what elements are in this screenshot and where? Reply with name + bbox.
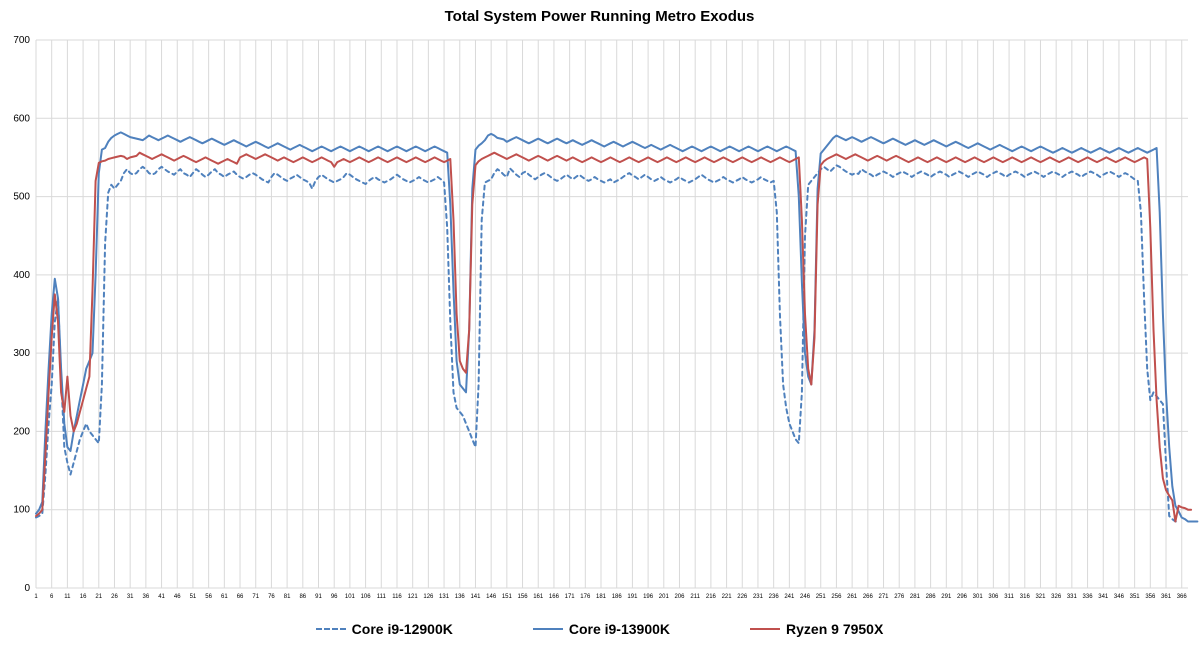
svg-text:106: 106 xyxy=(361,594,372,600)
svg-text:91: 91 xyxy=(315,594,322,600)
svg-text:216: 216 xyxy=(706,594,717,600)
legend-item: Core i9-12900K xyxy=(316,621,453,637)
svg-text:26: 26 xyxy=(111,594,118,600)
svg-text:96: 96 xyxy=(331,594,338,600)
svg-text:131: 131 xyxy=(439,594,450,600)
svg-text:346: 346 xyxy=(1114,594,1125,600)
svg-text:206: 206 xyxy=(674,594,685,600)
svg-text:276: 276 xyxy=(894,594,905,600)
svg-text:241: 241 xyxy=(784,594,795,600)
svg-text:600: 600 xyxy=(13,113,30,124)
svg-text:351: 351 xyxy=(1130,594,1141,600)
chart-legend: Core i9-12900K Core i9-13900K Ryzen 9 7950… xyxy=(0,621,1199,637)
svg-text:176: 176 xyxy=(580,594,591,600)
svg-text:66: 66 xyxy=(237,594,244,600)
svg-text:196: 196 xyxy=(643,594,654,600)
svg-text:231: 231 xyxy=(753,594,764,600)
svg-text:126: 126 xyxy=(423,594,434,600)
svg-text:400: 400 xyxy=(13,270,30,281)
svg-text:200: 200 xyxy=(13,426,30,437)
legend-item: Core i9-13900K xyxy=(533,621,670,637)
svg-text:16: 16 xyxy=(80,594,87,600)
svg-text:191: 191 xyxy=(627,594,638,600)
legend-swatch xyxy=(750,628,780,630)
svg-text:11: 11 xyxy=(64,594,71,600)
svg-text:300: 300 xyxy=(13,348,30,359)
svg-text:81: 81 xyxy=(284,594,291,600)
svg-text:311: 311 xyxy=(1004,594,1014,600)
svg-text:251: 251 xyxy=(816,594,827,600)
svg-text:266: 266 xyxy=(863,594,874,600)
svg-text:331: 331 xyxy=(1067,594,1078,600)
svg-text:361: 361 xyxy=(1161,594,1172,600)
svg-text:236: 236 xyxy=(769,594,780,600)
svg-text:211: 211 xyxy=(690,594,700,600)
svg-text:356: 356 xyxy=(1145,594,1156,600)
svg-text:156: 156 xyxy=(518,594,529,600)
svg-text:261: 261 xyxy=(847,594,858,600)
legend-label: Ryzen 9 7950X xyxy=(786,621,883,637)
svg-text:246: 246 xyxy=(800,594,811,600)
svg-text:61: 61 xyxy=(221,594,228,600)
legend-swatch xyxy=(533,628,563,630)
svg-text:101: 101 xyxy=(345,594,356,600)
svg-text:31: 31 xyxy=(127,594,134,600)
svg-text:51: 51 xyxy=(190,594,197,600)
svg-text:181: 181 xyxy=(596,594,607,600)
svg-text:100: 100 xyxy=(13,505,30,516)
svg-text:116: 116 xyxy=(392,594,402,600)
svg-text:141: 141 xyxy=(470,594,481,600)
svg-text:41: 41 xyxy=(158,594,165,600)
svg-text:71: 71 xyxy=(252,594,259,600)
svg-text:336: 336 xyxy=(1083,594,1094,600)
svg-text:221: 221 xyxy=(722,594,733,600)
svg-text:6: 6 xyxy=(50,594,54,600)
legend-label: Core i9-12900K xyxy=(352,621,453,637)
chart-container: Total System Power Running Metro Exodus … xyxy=(0,0,1199,645)
legend-swatch xyxy=(316,628,346,630)
svg-text:161: 161 xyxy=(533,594,544,600)
svg-text:201: 201 xyxy=(659,594,670,600)
svg-text:301: 301 xyxy=(973,594,984,600)
svg-text:76: 76 xyxy=(268,594,275,600)
svg-text:321: 321 xyxy=(1035,594,1046,600)
svg-text:296: 296 xyxy=(957,594,968,600)
svg-text:121: 121 xyxy=(408,594,419,600)
svg-text:291: 291 xyxy=(941,594,952,600)
svg-text:271: 271 xyxy=(879,594,890,600)
svg-text:36: 36 xyxy=(143,594,150,600)
svg-text:146: 146 xyxy=(486,594,497,600)
svg-text:326: 326 xyxy=(1051,594,1062,600)
svg-text:500: 500 xyxy=(13,192,30,203)
svg-text:700: 700 xyxy=(13,35,30,46)
svg-text:341: 341 xyxy=(1098,594,1109,600)
svg-text:21: 21 xyxy=(95,594,102,600)
svg-text:111: 111 xyxy=(377,594,387,600)
legend-label: Core i9-13900K xyxy=(569,621,670,637)
svg-text:166: 166 xyxy=(549,594,560,600)
chart-plot: 0100200300400500600700161116212631364146… xyxy=(0,0,1199,645)
svg-text:316: 316 xyxy=(1020,594,1031,600)
svg-text:281: 281 xyxy=(910,594,921,600)
svg-text:151: 151 xyxy=(502,594,513,600)
svg-text:56: 56 xyxy=(205,594,212,600)
svg-text:186: 186 xyxy=(612,594,623,600)
svg-text:226: 226 xyxy=(737,594,748,600)
svg-text:46: 46 xyxy=(174,594,181,600)
svg-text:256: 256 xyxy=(831,594,842,600)
svg-text:136: 136 xyxy=(455,594,466,600)
svg-text:1: 1 xyxy=(34,594,38,600)
svg-text:286: 286 xyxy=(926,594,937,600)
svg-text:366: 366 xyxy=(1177,594,1188,600)
svg-text:0: 0 xyxy=(24,583,30,594)
svg-text:171: 171 xyxy=(565,594,576,600)
legend-item: Ryzen 9 7950X xyxy=(750,621,883,637)
svg-text:86: 86 xyxy=(299,594,306,600)
svg-text:306: 306 xyxy=(988,594,999,600)
